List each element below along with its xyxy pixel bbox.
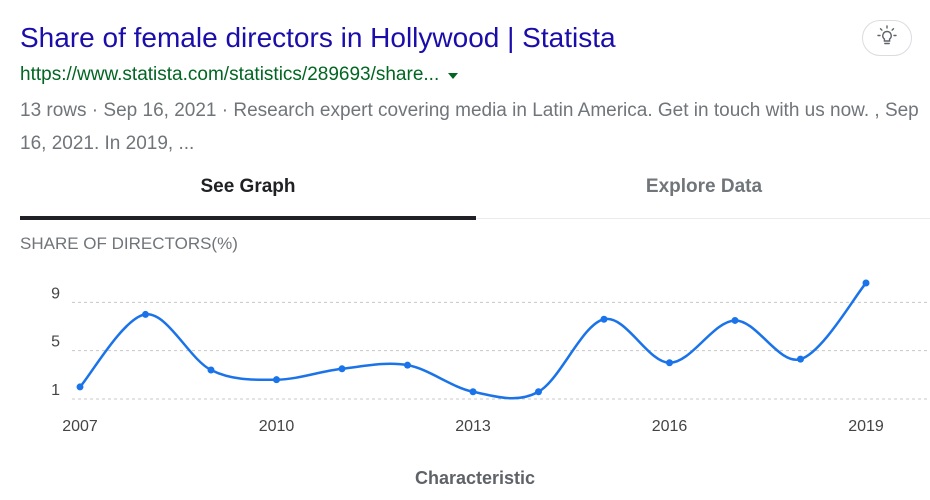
result-url-row: https://www.statista.com/statistics/2896… bbox=[20, 62, 459, 88]
chart-tabs: See Graph Explore Data bbox=[20, 164, 930, 220]
active-tab-indicator bbox=[20, 216, 476, 220]
data-point bbox=[273, 376, 280, 384]
data-point bbox=[142, 310, 149, 318]
x-axis-title: Characteristic bbox=[414, 468, 536, 488]
data-point bbox=[76, 383, 84, 391]
data-point bbox=[797, 355, 804, 363]
data-point bbox=[731, 316, 739, 324]
data-point bbox=[600, 315, 608, 323]
x-tick-label: 2013 bbox=[455, 418, 491, 435]
line-chart: 1 5 9 2007 2010 2013 2016 2019 bbox=[51, 279, 930, 435]
tab-explore-data-label: Explore Data bbox=[645, 176, 763, 197]
chart-title: SHARE OF DIRECTORS(%) bbox=[20, 234, 238, 253]
series-line bbox=[79, 282, 867, 400]
y-tick-label: 9 bbox=[51, 285, 60, 302]
caret-down-icon[interactable] bbox=[448, 73, 459, 79]
data-point bbox=[666, 359, 673, 367]
tab-see-graph[interactable]: See Graph bbox=[20, 164, 476, 216]
data-point bbox=[535, 388, 542, 396]
data-point bbox=[338, 365, 346, 373]
search-result: Share of female directors in Hollywood |… bbox=[20, 0, 930, 500]
x-tick-label: 2016 bbox=[652, 418, 688, 435]
x-tick-label: 2010 bbox=[259, 418, 295, 435]
feedback-button[interactable] bbox=[862, 20, 912, 56]
y-tick-label: 1 bbox=[51, 382, 60, 399]
x-tick-label: 2019 bbox=[848, 418, 884, 435]
tab-see-graph-label: See Graph bbox=[200, 176, 296, 197]
result-title-link[interactable]: Share of female directors in Hollywood |… bbox=[20, 22, 616, 53]
data-point bbox=[862, 279, 870, 287]
data-point bbox=[404, 361, 411, 369]
data-point bbox=[469, 388, 477, 396]
tab-explore-data[interactable]: Explore Data bbox=[476, 164, 930, 216]
data-point bbox=[207, 366, 215, 374]
x-tick-label: 2007 bbox=[62, 418, 98, 435]
result-url[interactable]: https://www.statista.com/statistics/2896… bbox=[20, 64, 440, 85]
result-snippet: 13 rows · Sep 16, 2021 · Research expert… bbox=[20, 100, 919, 154]
y-tick-label: 5 bbox=[51, 334, 60, 351]
lightbulb-icon bbox=[874, 23, 900, 54]
